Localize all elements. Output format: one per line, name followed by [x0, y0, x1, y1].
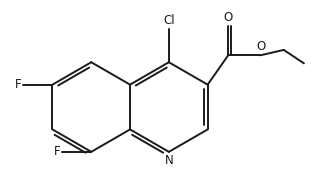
Text: O: O — [223, 11, 233, 24]
Text: O: O — [256, 40, 266, 53]
Text: N: N — [165, 154, 173, 167]
Text: F: F — [54, 145, 60, 158]
Text: Cl: Cl — [163, 14, 175, 27]
Text: F: F — [15, 78, 22, 91]
